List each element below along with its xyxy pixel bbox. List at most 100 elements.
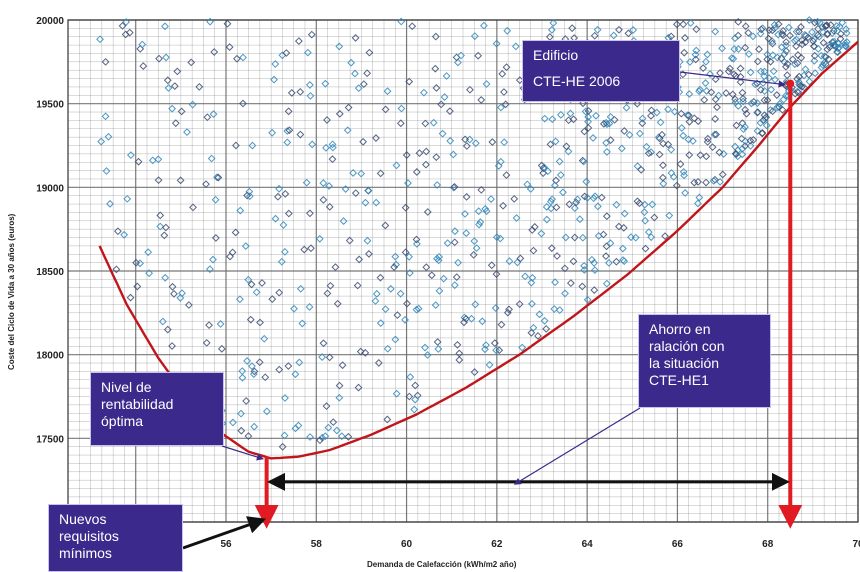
data-point — [695, 193, 704, 202]
edificio-marker — [786, 79, 795, 88]
data-point — [278, 442, 287, 451]
data-point — [359, 80, 368, 89]
data-point — [578, 233, 587, 242]
plot-frame — [67, 19, 859, 523]
data-point — [414, 304, 423, 313]
data-point — [471, 300, 480, 309]
data-point — [355, 255, 364, 264]
data-point — [656, 118, 665, 127]
data-point — [345, 236, 354, 245]
data-point — [325, 353, 334, 362]
data-point — [690, 114, 699, 123]
data-point — [640, 208, 649, 217]
data-point — [155, 54, 163, 63]
data-point — [136, 44, 145, 53]
data-point — [542, 203, 551, 211]
data-point — [597, 193, 606, 202]
data-point — [551, 278, 559, 287]
data-point — [437, 100, 446, 109]
data-point — [521, 272, 530, 281]
data-point — [659, 139, 668, 148]
data-point — [164, 84, 173, 92]
data-point — [565, 200, 574, 209]
data-point — [783, 71, 792, 80]
data-point — [281, 189, 290, 198]
data-point — [381, 221, 390, 230]
data-point — [590, 259, 598, 267]
data-point — [405, 77, 414, 86]
data-point — [422, 160, 430, 169]
data-point — [816, 18, 824, 27]
data-point — [637, 165, 646, 174]
data-point — [731, 98, 740, 107]
data-point — [296, 284, 305, 293]
data-point — [589, 134, 597, 142]
data-point — [510, 194, 519, 203]
data-point — [815, 32, 824, 41]
data-point — [491, 304, 500, 313]
data-point — [445, 107, 454, 116]
data-point — [728, 90, 737, 99]
annotation-line: requisitos — [59, 528, 119, 544]
data-point — [354, 383, 363, 392]
data-point — [512, 214, 521, 222]
data-point — [564, 147, 573, 156]
data-point — [455, 349, 464, 358]
data-point — [555, 306, 564, 315]
data-point — [800, 71, 808, 80]
data-point — [207, 154, 216, 163]
data-point — [376, 169, 385, 178]
data-point — [492, 346, 501, 355]
data-point — [618, 244, 627, 253]
data-point — [356, 347, 365, 356]
data-point — [306, 91, 315, 100]
data-point — [631, 233, 640, 242]
data-point — [708, 143, 717, 152]
data-point — [328, 155, 337, 164]
data-point — [118, 21, 127, 30]
data-point — [624, 29, 633, 38]
data-point — [555, 157, 564, 166]
data-point — [461, 135, 470, 144]
data-point — [833, 48, 842, 57]
data-point — [615, 222, 623, 231]
data-point — [734, 45, 743, 53]
chart-grid — [67, 19, 859, 523]
y-tick-label: 18000 — [36, 351, 64, 362]
data-point — [283, 138, 292, 147]
data-point — [729, 54, 738, 63]
data-point — [163, 76, 172, 85]
data-point — [482, 341, 490, 350]
data-point — [766, 57, 775, 66]
data-point — [412, 305, 421, 314]
data-point — [505, 305, 513, 314]
annotation-line: óptima — [101, 413, 144, 429]
data-point — [305, 81, 314, 89]
data-point — [268, 295, 277, 304]
data-point — [692, 25, 701, 34]
data-point — [243, 191, 252, 200]
data-point — [578, 282, 587, 291]
data-point — [412, 168, 421, 176]
data-point — [553, 252, 561, 260]
data-point — [284, 362, 293, 370]
data-point — [746, 68, 755, 77]
data-point — [431, 32, 440, 41]
data-point — [494, 162, 503, 170]
data-point — [580, 261, 589, 270]
data-point — [421, 119, 430, 128]
data-point — [820, 52, 829, 61]
data-point — [764, 34, 773, 43]
data-point — [689, 137, 697, 145]
data-point — [652, 108, 661, 117]
data-point — [664, 105, 673, 114]
data-point — [782, 41, 790, 50]
data-point — [775, 100, 784, 108]
data-point — [619, 223, 628, 232]
data-point — [97, 137, 106, 146]
data-point — [528, 226, 537, 234]
data-point — [713, 103, 721, 112]
data-point — [258, 279, 266, 287]
data-point — [715, 148, 724, 157]
